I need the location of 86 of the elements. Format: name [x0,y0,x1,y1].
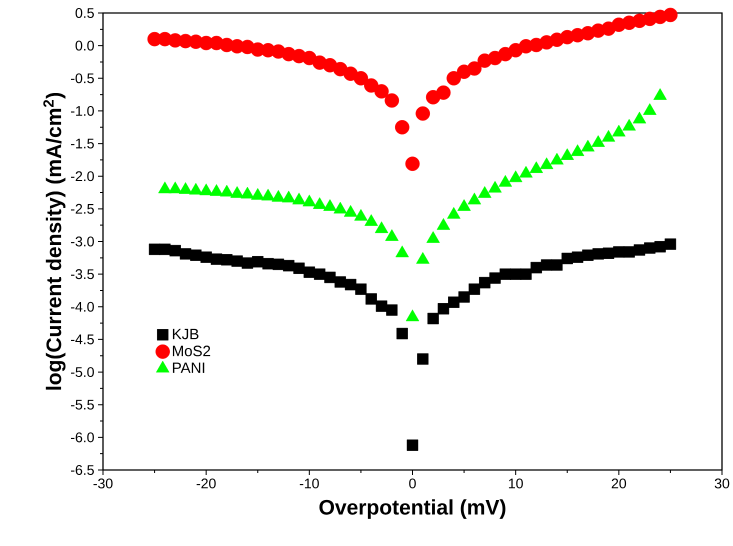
point [468,283,480,295]
x-tick-label: -10 [300,478,319,488]
point [200,251,212,263]
x-tick-label: -30 [94,478,113,488]
point [262,258,274,270]
point [386,304,398,316]
point [304,266,316,278]
x-tick-label: 0 [409,478,416,488]
y-axis-title: log(Current density) (mA/cm$^{2}$) [43,92,66,390]
point [540,259,552,271]
legend-label: KJB [172,328,198,340]
point [613,246,625,258]
y-tick-label: -6.5 [70,465,94,475]
point [283,260,294,272]
point [500,268,512,280]
y-tick-label: -3.0 [70,236,94,246]
point [355,283,367,295]
point [467,61,482,76]
y-tick-label: -1.5 [70,138,94,148]
point [170,244,181,256]
point [602,248,614,259]
y-tick-label: -3.5 [70,269,94,280]
point [374,84,389,99]
x-axis-title: Overpotential (mV) [319,499,506,519]
point [252,256,264,268]
y-tick-label: -5.5 [70,400,94,410]
y-tick-label: 0.5 [76,8,94,18]
point [231,255,243,267]
y-tick-label: -2.5 [70,204,94,214]
y-tick-label: -5.0 [70,367,94,378]
point [190,250,202,261]
legend-label: MoS2 [172,346,210,356]
point [436,85,451,100]
y-tick-label: 0.0 [76,40,94,51]
point [479,276,490,288]
point [384,93,400,108]
x-tick-label: 20 [612,478,626,488]
point [324,272,336,284]
x-tick-label: 10 [508,478,523,488]
point [416,106,430,121]
point [159,244,171,256]
y-tick-label: -4.5 [70,334,94,344]
point [663,8,678,22]
point [210,253,222,265]
point [664,238,676,250]
y-tick-label: -4.0 [70,302,94,312]
legend-label: PANI [172,362,204,373]
point [489,272,501,284]
point [623,246,635,258]
y-tick-label: -2.0 [70,171,94,182]
point [272,258,284,270]
point [644,242,656,254]
point [366,293,377,305]
y-tick-label: -1.0 [70,106,94,116]
point [448,296,460,308]
point [582,250,594,261]
point [654,241,666,252]
point [396,328,408,340]
point [438,303,450,314]
point [394,120,410,134]
point [562,252,573,264]
point [376,300,388,312]
point [427,312,439,324]
point [354,71,368,86]
point [364,78,378,93]
x-tick-label: -20 [196,478,216,488]
point [417,353,429,365]
point [446,71,461,86]
point [458,291,470,303]
point [314,268,326,280]
point [293,262,305,274]
y-tick-label: -0.5 [70,73,94,84]
y-tick-label: -6.0 [70,432,94,442]
point [344,278,356,290]
point [242,257,254,269]
point [520,268,532,280]
point [634,244,646,256]
x-tick-label: 30 [714,478,730,488]
point [180,248,192,260]
point [551,259,563,271]
point [334,276,346,288]
point [406,439,418,451]
point [221,254,232,266]
point [530,262,542,274]
point [405,156,420,172]
point [572,251,584,263]
